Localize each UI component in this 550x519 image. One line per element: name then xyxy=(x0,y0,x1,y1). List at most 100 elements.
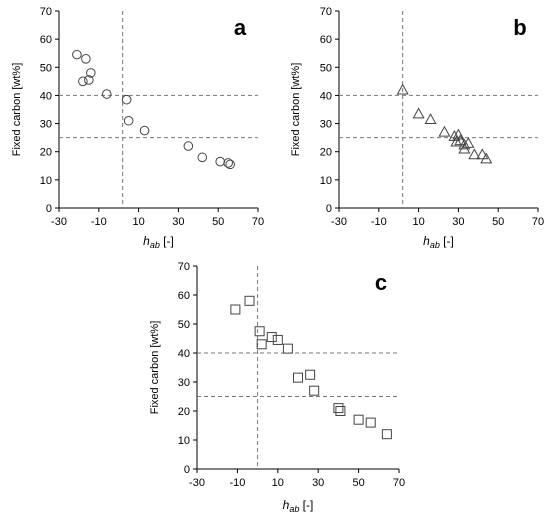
data-point-square xyxy=(335,406,346,416)
x-tick-label: -30 xyxy=(331,216,347,228)
y-tick-label: 50 xyxy=(40,62,52,74)
y-tick-label: 40 xyxy=(178,348,190,360)
y-tick-label: 30 xyxy=(320,119,332,131)
y-tick-label: 20 xyxy=(320,147,332,159)
panel-a: 0 10 20 30 40 50 60 70 -30 -10 10 30 50 70 Fixed carbo… xyxy=(11,6,264,250)
x-axis-label-main: h xyxy=(143,234,150,248)
y-tick-label: 60 xyxy=(40,34,52,46)
data-point-square xyxy=(293,372,303,383)
data-point-circle xyxy=(78,76,88,87)
x-axis-label-unit: [-] xyxy=(440,234,454,248)
y-tick-label: 20 xyxy=(178,406,190,418)
x-axis-label: hab [-] xyxy=(423,234,454,250)
y-tick-label: 50 xyxy=(178,319,190,331)
x-tick-label: 70 xyxy=(532,216,544,228)
x-tick-label: 50 xyxy=(352,477,364,489)
x-tick-label: 10 xyxy=(132,216,144,228)
y-tick-label: 60 xyxy=(178,290,190,302)
y-axis-label: Fixed carbon [wt%] xyxy=(290,63,302,157)
x-tick-label: 30 xyxy=(312,477,324,489)
data-point-square xyxy=(381,429,392,440)
x-axis-label-subscript: ab xyxy=(430,240,440,250)
data-point-circle xyxy=(215,156,225,167)
x-tick-label: -30 xyxy=(51,216,67,228)
data-point-square xyxy=(365,417,376,428)
panel-letter: b xyxy=(513,15,526,40)
x-axis-label: hab [-] xyxy=(143,234,174,250)
y-tick-label: 0 xyxy=(46,203,52,215)
data-point-circle xyxy=(121,94,132,105)
data-point-square xyxy=(230,304,241,315)
data-point-triangle xyxy=(476,148,489,160)
y-tick-label: 10 xyxy=(320,175,332,187)
data-point-square xyxy=(254,326,265,337)
x-tick-label: 30 xyxy=(172,216,184,228)
data-point-circle xyxy=(86,68,96,78)
data-point-triangle xyxy=(396,83,409,95)
data-point-circle xyxy=(197,152,208,163)
y-tick-label: 70 xyxy=(40,6,52,18)
data-point-circle xyxy=(123,115,134,126)
y-tick-label: 50 xyxy=(320,62,332,74)
data-point-square xyxy=(282,343,293,354)
y-tick-label: 70 xyxy=(320,6,332,18)
data-point-circle xyxy=(101,89,112,99)
data-point-triangle xyxy=(424,113,437,125)
y-tick-label: 40 xyxy=(320,90,332,102)
y-axis-label: Fixed carbon [wt%] xyxy=(11,63,23,157)
y-tick-label: 10 xyxy=(40,175,52,187)
data-point-circle xyxy=(81,54,91,64)
data-point-square xyxy=(305,369,316,380)
data-point-triangle xyxy=(462,137,475,148)
x-tick-label: -30 xyxy=(189,477,205,489)
x-tick-label: 70 xyxy=(393,477,405,489)
y-tick-label: 60 xyxy=(320,34,332,46)
x-tick-label: 10 xyxy=(272,477,284,489)
x-tick-label: 50 xyxy=(212,216,224,228)
x-tick-label: 30 xyxy=(452,216,464,228)
data-point-triangle xyxy=(412,107,425,119)
x-axis-label: hab [-] xyxy=(283,498,314,514)
x-tick-label: -10 xyxy=(91,216,107,228)
y-tick-label: 70 xyxy=(178,261,190,273)
x-tick-label: 10 xyxy=(412,216,424,228)
data-point-circle xyxy=(223,158,233,168)
data-point-triangle xyxy=(468,148,481,160)
x-axis-label-unit: [-] xyxy=(160,234,174,248)
data-point-triangle xyxy=(450,135,463,147)
y-tick-label: 30 xyxy=(40,119,52,131)
data-point-square xyxy=(272,334,283,345)
data-point-square xyxy=(333,403,344,414)
x-tick-label: 50 xyxy=(492,216,504,228)
x-axis-label-unit: [-] xyxy=(299,498,313,512)
y-tick-label: 0 xyxy=(184,464,190,476)
panel-b: 0 10 20 30 40 50 60 70 -30 -10 10 30 50 70 Fixed carbo… xyxy=(290,6,544,250)
data-point-triangle xyxy=(438,125,451,137)
panel-letter: a xyxy=(234,15,247,40)
data-point-circle xyxy=(72,49,82,60)
data-point-square xyxy=(353,414,364,425)
data-point-circle xyxy=(183,141,194,151)
y-axis-label: Fixed carbon [wt%] xyxy=(149,321,161,415)
x-tick-label: -10 xyxy=(229,477,245,489)
panel-letter: c xyxy=(375,270,387,295)
y-tick-label: 10 xyxy=(178,435,190,447)
data-point-circle xyxy=(139,125,150,136)
data-point-triangle xyxy=(458,142,471,154)
panel-c: 0 10 20 30 40 50 60 70 -30 -10 10 30 50 70 Fixed carbo… xyxy=(149,261,405,514)
data-point-triangle xyxy=(458,138,471,150)
x-axis-label-main: h xyxy=(283,498,290,512)
data-point-triangle xyxy=(480,152,493,164)
data-point-circle xyxy=(225,159,235,170)
data-point-square xyxy=(244,295,255,306)
x-tick-label: 70 xyxy=(252,216,264,228)
y-tick-label: 20 xyxy=(40,147,52,159)
x-tick-label: -10 xyxy=(371,216,387,228)
data-point-circle xyxy=(84,75,94,85)
y-tick-label: 40 xyxy=(40,90,52,102)
x-axis-label-subscript: ab xyxy=(289,504,299,514)
x-axis-label-subscript: ab xyxy=(150,240,160,250)
data-point-triangle xyxy=(454,134,467,146)
y-tick-label: 0 xyxy=(326,203,332,215)
